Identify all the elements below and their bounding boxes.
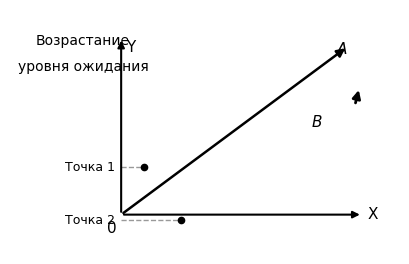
Text: уровня ожидания: уровня ожидания [18,60,148,74]
Text: B: B [311,115,321,130]
Text: Y: Y [126,40,135,55]
Text: Точка 2: Точка 2 [65,214,115,227]
Text: X: X [366,207,377,222]
Text: Точка 1: Точка 1 [65,161,115,174]
Text: 0: 0 [107,221,116,236]
Text: A: A [336,42,347,57]
Text: Возрастание: Возрастание [36,34,130,48]
